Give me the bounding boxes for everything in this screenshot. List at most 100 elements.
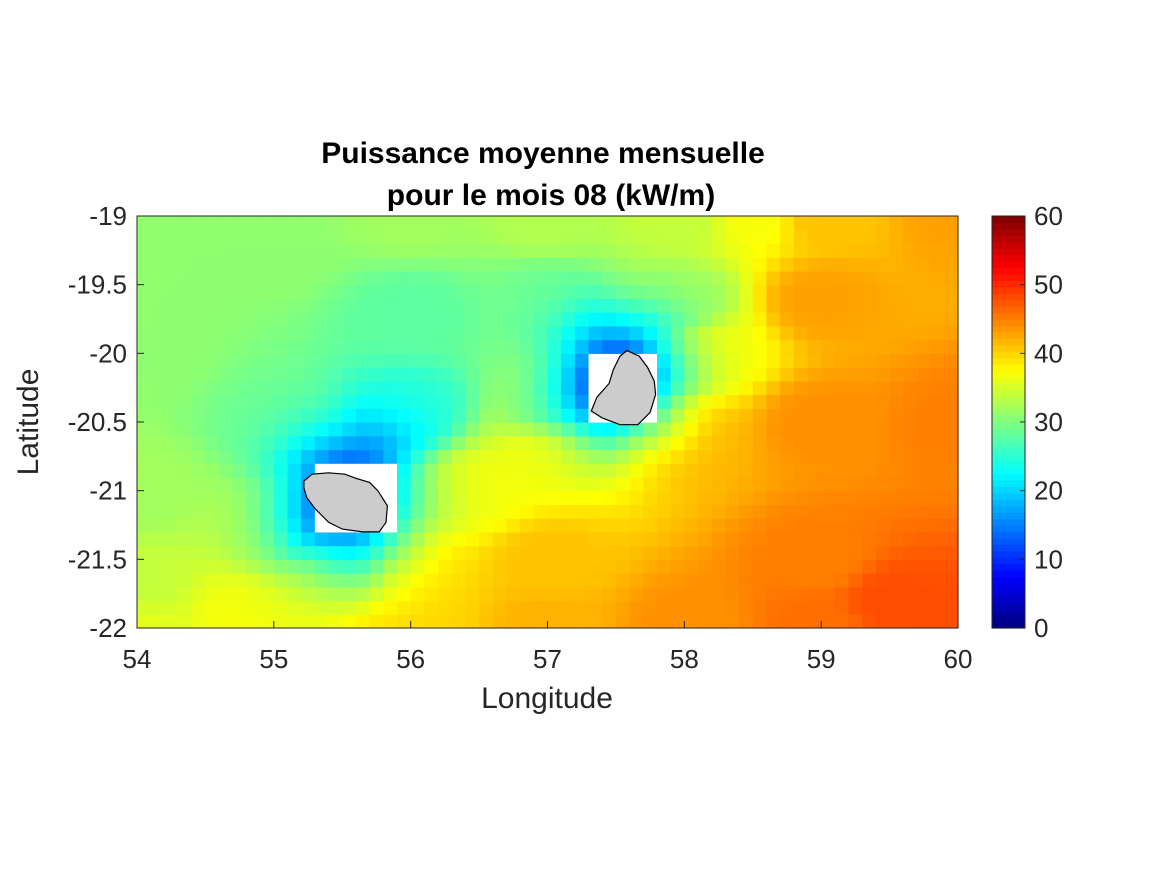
heatmap-cell xyxy=(287,476,302,492)
colorbar-segment xyxy=(992,473,1025,481)
heatmap-cell xyxy=(301,367,316,382)
heatmap-cell xyxy=(834,229,850,245)
heatmap-cell xyxy=(301,325,316,341)
heatmap-cell xyxy=(848,394,863,409)
heatmap-cell xyxy=(752,270,768,286)
y-tick-label: -20.5 xyxy=(68,407,127,437)
heatmap-cell xyxy=(834,257,850,272)
heatmap-cell xyxy=(479,600,494,615)
heatmap-cell xyxy=(479,380,494,396)
heatmap-cell xyxy=(369,284,384,299)
heatmap-cell xyxy=(766,367,781,382)
heatmap-cell xyxy=(944,463,959,478)
heatmap-cell xyxy=(656,339,672,354)
heatmap-cell xyxy=(574,325,590,341)
heatmap-cell xyxy=(137,449,152,464)
heatmap-cell xyxy=(465,394,480,409)
heatmap-cell xyxy=(780,312,795,327)
heatmap-cell xyxy=(438,367,453,382)
heatmap-cell xyxy=(834,325,850,341)
heatmap-cell xyxy=(314,545,330,560)
heatmap-cell xyxy=(260,270,275,286)
heatmap-cell xyxy=(588,243,603,258)
heatmap-cell xyxy=(574,380,590,396)
heatmap-cell xyxy=(396,325,412,341)
heatmap-cell xyxy=(574,545,590,560)
colorbar-segment xyxy=(992,344,1025,352)
heatmap-cell xyxy=(137,504,152,519)
heatmap-cell xyxy=(205,394,220,409)
heatmap-cell xyxy=(492,408,508,423)
heatmap-cell xyxy=(807,504,822,519)
heatmap-cell xyxy=(807,216,822,231)
heatmap-cell xyxy=(260,380,275,396)
heatmap-cell xyxy=(588,339,603,354)
heatmap-cell xyxy=(205,284,220,299)
heatmap-cell xyxy=(506,476,521,492)
heatmap-cell xyxy=(150,504,165,519)
heatmap-cell xyxy=(834,531,850,547)
heatmap-cell xyxy=(219,573,234,588)
heatmap-cell xyxy=(314,600,330,615)
heatmap-cell xyxy=(137,531,152,547)
heatmap-cell xyxy=(903,312,918,327)
heatmap-cell xyxy=(944,243,959,258)
heatmap-cell xyxy=(260,449,275,464)
colorbar-segment xyxy=(992,518,1025,526)
heatmap-cell xyxy=(232,270,248,286)
heatmap-cell xyxy=(451,600,466,615)
heatmap-plot-area xyxy=(137,216,959,629)
heatmap-cell xyxy=(698,325,713,341)
heatmap-cell xyxy=(875,394,891,409)
heatmap-cell xyxy=(561,243,576,258)
heatmap-cell xyxy=(547,545,562,560)
heatmap-cell xyxy=(273,435,289,451)
heatmap-cell xyxy=(150,216,165,231)
heatmap-cell xyxy=(205,600,220,615)
heatmap-cell xyxy=(574,559,590,574)
heatmap-cell xyxy=(424,586,439,602)
heatmap-cell xyxy=(451,243,466,258)
heatmap-cell xyxy=(629,531,644,547)
heatmap-cell xyxy=(396,614,412,629)
heatmap-cell xyxy=(465,284,480,299)
colorbar-tick-label: 60 xyxy=(1034,201,1063,231)
heatmap-cell xyxy=(574,257,590,272)
heatmap-cell xyxy=(821,559,836,574)
heatmap-cell xyxy=(287,614,302,629)
heatmap-cell xyxy=(150,545,165,560)
heatmap-cell xyxy=(780,600,795,615)
heatmap-cell xyxy=(328,339,343,354)
heatmap-cell xyxy=(615,216,631,231)
heatmap-cell xyxy=(739,476,754,492)
heatmap-cell xyxy=(451,545,466,560)
heatmap-cell xyxy=(739,298,754,313)
heatmap-cell xyxy=(643,229,658,245)
heatmap-cell xyxy=(821,600,836,615)
heatmap-cell xyxy=(205,559,220,574)
heatmap-cell xyxy=(150,600,165,615)
chart-title-line-1: Puissance moyenne mensuelle xyxy=(321,137,765,170)
heatmap-cell xyxy=(588,600,603,615)
heatmap-cell xyxy=(725,476,740,492)
heatmap-cell xyxy=(410,408,425,423)
heatmap-cell xyxy=(164,463,179,478)
heatmap-cell xyxy=(903,408,918,423)
heatmap-cell xyxy=(479,243,494,258)
heatmap-cell xyxy=(137,270,152,286)
heatmap-cell xyxy=(916,518,932,533)
heatmap-cell xyxy=(684,573,699,588)
heatmap-cell xyxy=(588,449,603,464)
heatmap-cell xyxy=(438,504,453,519)
heatmap-cell xyxy=(520,559,535,574)
heatmap-cell xyxy=(342,573,357,588)
heatmap-cell xyxy=(670,573,685,588)
heatmap-cell xyxy=(752,353,768,368)
heatmap-cell xyxy=(479,573,494,588)
heatmap-cell xyxy=(834,463,850,478)
heatmap-cell xyxy=(205,545,220,560)
heatmap-cell xyxy=(739,504,754,519)
heatmap-cell xyxy=(137,380,152,396)
heatmap-cell xyxy=(698,394,713,409)
heatmap-cell xyxy=(711,229,726,245)
